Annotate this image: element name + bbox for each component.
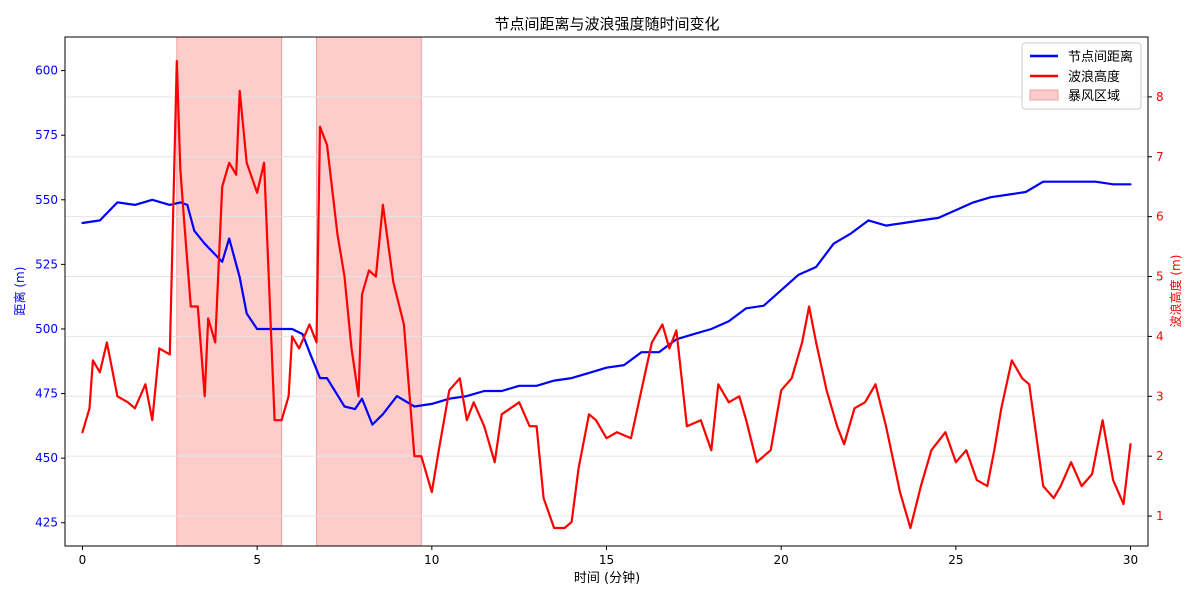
x-axis-label: 时间 (分钟) <box>574 570 640 586</box>
y-left-tick-label: 475 <box>35 387 58 401</box>
y-left-axis-ticks: 425 450 475 500 525 550 575 600 <box>35 64 65 530</box>
series-line-distance <box>81 180 1132 426</box>
x-tick-label: 0 <box>79 553 87 567</box>
y-left-tick-label: 550 <box>35 193 58 207</box>
x-tick-label: 25 <box>948 553 963 567</box>
legend: 节点间距离 波浪高度 暴风区域 <box>1021 42 1142 110</box>
x-tick-label: 15 <box>599 553 614 567</box>
storm-layer <box>176 36 422 547</box>
x-axis-ticks: 0 5 10 15 20 25 30 <box>79 546 1138 567</box>
y-left-tick-label: 575 <box>35 128 58 142</box>
y-right-tick-label: 6 <box>1156 210 1164 224</box>
x-tick-label: 5 <box>253 553 261 567</box>
chart-title: 节点间距离与波浪强度随时间变化 <box>494 15 719 33</box>
y-left-tick-label: 425 <box>35 516 58 530</box>
y-left-tick-label: 600 <box>35 64 58 78</box>
legend-label-distance: 节点间距离 <box>1068 49 1133 65</box>
x-tick-label: 10 <box>424 553 439 567</box>
y-left-tick-label: 525 <box>35 257 58 271</box>
series-line-wave <box>81 59 1132 530</box>
y-right-tick-label: 7 <box>1156 150 1164 164</box>
y-right-tick-label: 3 <box>1156 389 1164 403</box>
y-left-tick-label: 500 <box>35 322 58 336</box>
y-right-tick-label: 4 <box>1156 329 1164 343</box>
y-right-axis-ticks: 1 2 3 4 5 6 7 8 <box>1148 90 1164 523</box>
y-right-tick-label: 8 <box>1156 90 1164 104</box>
y-right-tick-label: 2 <box>1156 449 1164 463</box>
y-right-tick-label: 5 <box>1156 270 1164 284</box>
y-right-axis-label: 波浪高度 (m) <box>1168 255 1183 328</box>
legend-label-storm: 暴风区域 <box>1068 89 1120 104</box>
legend-label-wave: 波浪高度 <box>1068 69 1120 85</box>
x-tick-label: 30 <box>1123 553 1138 567</box>
legend-swatch-storm <box>1029 89 1059 101</box>
series-layer <box>81 59 1132 530</box>
y-left-tick-label: 450 <box>35 451 58 465</box>
storm-region-1 <box>176 36 283 547</box>
x-tick-label: 20 <box>774 553 789 567</box>
y-left-axis-label: 距离 (m) <box>12 267 27 316</box>
storm-region-2 <box>316 36 422 547</box>
y-right-tick-label: 1 <box>1156 509 1164 523</box>
